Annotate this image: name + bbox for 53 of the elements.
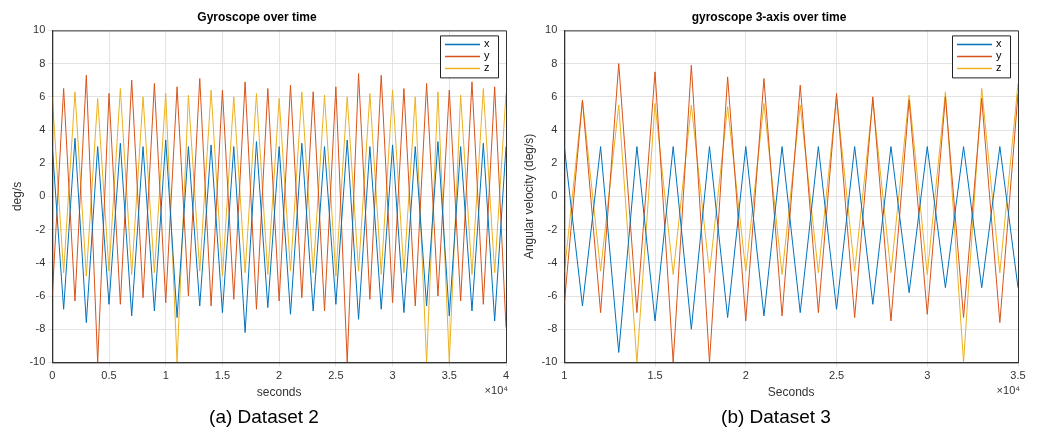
x-tick-label: 1.5 (647, 369, 663, 382)
legend-label: x (484, 37, 490, 50)
y-tick-label: 8 (551, 56, 558, 69)
x-tick-label: 0 (49, 369, 56, 382)
y-axis-title: Angular velocity (deg/s) (521, 133, 536, 260)
x-axis-title: seconds (256, 385, 302, 400)
x-tick-label: 2 (276, 369, 283, 382)
legend-label: z (996, 61, 1002, 74)
legend-label: z (484, 61, 490, 74)
legend-label: y (996, 49, 1002, 62)
chart-title: Gyroscope over time (197, 9, 318, 24)
y-tick-label: 10 (33, 23, 46, 36)
x-tick-label: 1 (561, 369, 568, 382)
y-tick-label: -4 (35, 255, 46, 268)
y-tick-label: -2 (35, 222, 46, 235)
y-tick-label: -6 (547, 289, 558, 302)
y-tick-label: 6 (39, 89, 46, 102)
y-tick-label: 2 (551, 156, 558, 169)
x-tick-label: 3 (389, 369, 396, 382)
y-tick-label: -10 (29, 355, 46, 368)
y-tick-label: 2 (39, 156, 46, 169)
x-tick-label: 0.5 (101, 369, 117, 382)
text: ×10⁴ (996, 384, 1020, 396)
x-tick-label: 4 (502, 369, 510, 382)
legend-label: y (484, 49, 490, 62)
x-axis-title: Seconds (767, 385, 815, 400)
y-tick-label: 8 (39, 56, 46, 69)
y-tick-label: -10 (541, 355, 558, 368)
x-tick-label: 3.5 (1010, 369, 1026, 382)
y-tick-label: -2 (547, 222, 558, 235)
x-tick-label: 1 (162, 369, 169, 382)
y-tick-label: -8 (547, 322, 558, 335)
x-tick-label: 1.5 (214, 369, 231, 382)
chart-title: gyroscope 3-axis over time (691, 9, 847, 24)
y-tick-label: -8 (35, 322, 46, 335)
y-tick-label: 4 (39, 123, 46, 136)
y-tick-label: 6 (551, 89, 558, 102)
x-tick-label: 2.5 (328, 369, 344, 382)
x-tick-label: 2.5 (828, 369, 845, 382)
text: (b) Dataset 3 (720, 406, 832, 428)
x-tick-label: 3 (924, 369, 931, 382)
x-tick-label: 3.5 (441, 369, 457, 382)
text: ×10⁴ (484, 384, 508, 396)
legend-label: x (996, 37, 1002, 50)
y-tick-label: -4 (547, 255, 558, 268)
y-tick-label: 4 (551, 123, 558, 136)
y-tick-label: -6 (35, 289, 46, 302)
text: (a) Dataset 2 (208, 406, 320, 428)
y-tick-label: 0 (551, 189, 558, 202)
y-tick-label: 0 (39, 189, 46, 202)
y-axis-title: deg/s (9, 181, 24, 212)
y-tick-label: 10 (545, 23, 558, 36)
x-tick-label: 2 (742, 369, 749, 382)
